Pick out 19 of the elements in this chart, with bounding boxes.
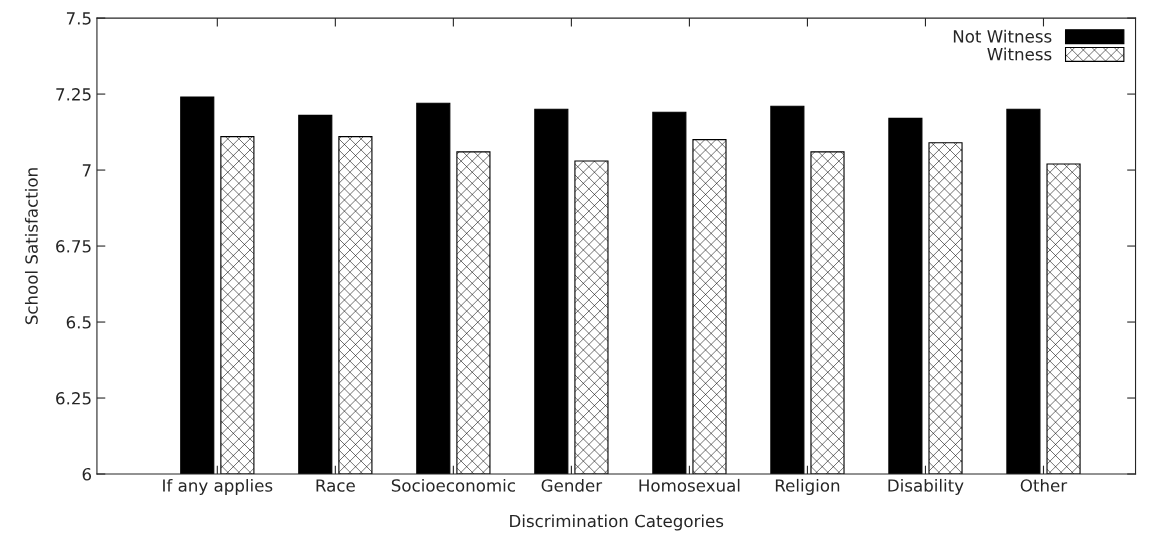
x-tick-label: Disability — [888, 478, 964, 496]
y-tick-label: 6 — [82, 467, 92, 481]
x-tick-label: Socioeconomic — [391, 478, 515, 492]
x-tick-label: Homosexual — [639, 478, 740, 492]
x-tick-label: Race — [316, 479, 355, 492]
legend-label: Witness — [987, 47, 1052, 61]
y-axis-title: School Satisfaction — [24, 168, 38, 325]
x-tick-label: Other — [1020, 478, 1068, 492]
y-tick-label: 6.75 — [56, 240, 91, 253]
y-tick-label: 7.5 — [66, 12, 91, 25]
y-tick-label: 7 — [82, 164, 91, 177]
x-tick-label: Gender — [541, 478, 603, 492]
x-axis-title: Discrimination Categories — [510, 514, 724, 531]
legend-label: Not Witness — [953, 29, 1052, 43]
y-tick-label: 6.25 — [56, 391, 91, 405]
y-tick-label: 6.5 — [66, 316, 91, 329]
y-tick-label: 7.25 — [56, 88, 91, 101]
x-tick-label: If any applies — [163, 478, 273, 496]
x-tick-label: Religion — [775, 478, 840, 496]
